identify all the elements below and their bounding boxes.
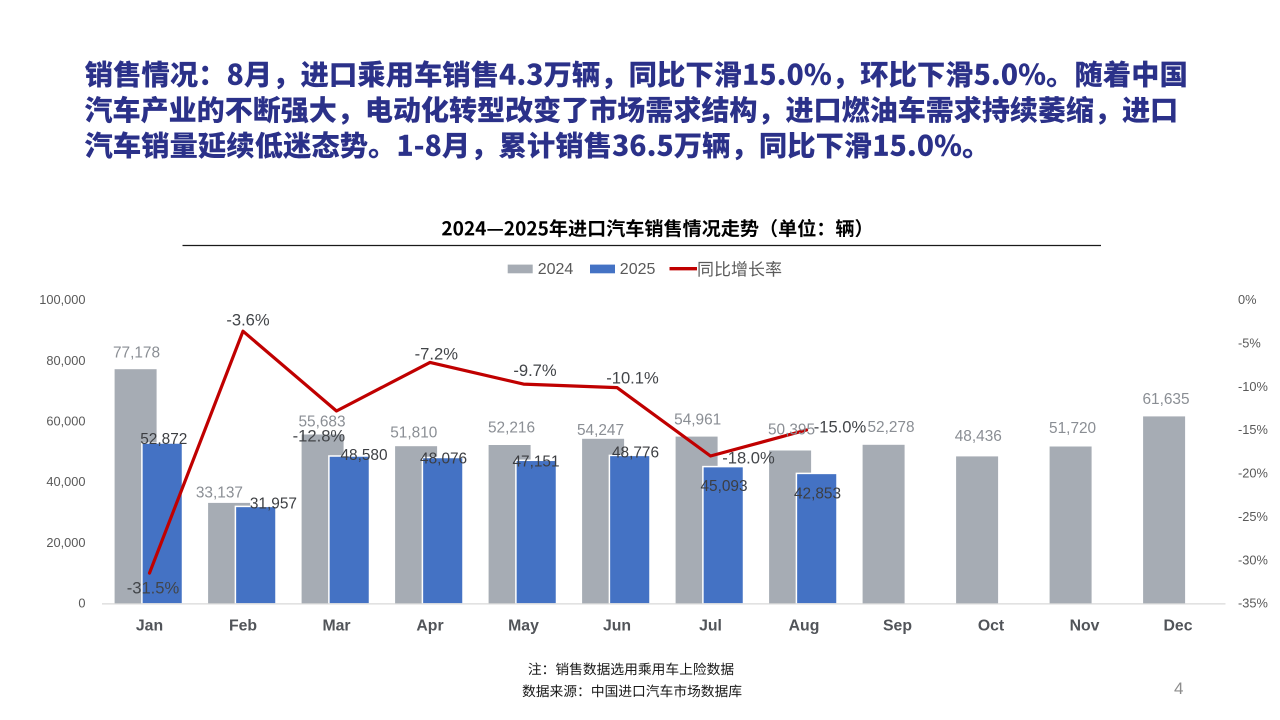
- svg-text:-10.1%: -10.1%: [606, 369, 659, 388]
- svg-text:61,635: 61,635: [1142, 391, 1189, 408]
- svg-text:-15.0%: -15.0%: [814, 418, 867, 437]
- svg-text:54,961: 54,961: [674, 411, 721, 428]
- svg-text:48,436: 48,436: [955, 428, 1002, 445]
- svg-text:-25%: -25%: [1238, 509, 1268, 524]
- svg-text:Sep: Sep: [883, 618, 912, 635]
- svg-text:-20%: -20%: [1238, 466, 1268, 481]
- svg-text:Feb: Feb: [229, 618, 257, 635]
- svg-text:Jan: Jan: [136, 618, 163, 635]
- svg-text:33,137: 33,137: [196, 484, 243, 501]
- svg-text:Aug: Aug: [789, 618, 820, 635]
- svg-text:-30%: -30%: [1238, 552, 1268, 567]
- svg-text:31,957: 31,957: [250, 495, 297, 512]
- svg-text:50,395: 50,395: [768, 422, 815, 439]
- svg-text:0: 0: [78, 596, 85, 611]
- svg-text:20,000: 20,000: [46, 535, 85, 550]
- svg-text:-15%: -15%: [1238, 422, 1268, 437]
- svg-text:48,776: 48,776: [612, 444, 659, 461]
- svg-text:Jul: Jul: [699, 618, 722, 635]
- svg-text:48,076: 48,076: [420, 450, 467, 467]
- svg-text:51,720: 51,720: [1049, 420, 1096, 437]
- svg-text:4: 4: [1174, 679, 1183, 698]
- svg-text:Jun: Jun: [603, 618, 631, 635]
- svg-text:100,000: 100,000: [39, 292, 85, 307]
- svg-text:-31.5%: -31.5%: [127, 579, 180, 598]
- svg-text:Dec: Dec: [1164, 618, 1193, 635]
- svg-text:42,853: 42,853: [794, 485, 841, 502]
- svg-text:51,810: 51,810: [390, 424, 437, 441]
- svg-text:55,683: 55,683: [298, 413, 345, 430]
- svg-text:80,000: 80,000: [46, 353, 85, 368]
- svg-text:Oct: Oct: [978, 618, 1005, 635]
- svg-text:Mar: Mar: [322, 618, 350, 635]
- svg-text:-18.0%: -18.0%: [722, 449, 775, 468]
- svg-text:Apr: Apr: [416, 618, 443, 635]
- svg-text:60,000: 60,000: [46, 414, 85, 429]
- svg-text:-35%: -35%: [1238, 596, 1268, 611]
- svg-text:52,216: 52,216: [488, 419, 535, 436]
- svg-text:-7.2%: -7.2%: [415, 344, 459, 363]
- svg-text:45,093: 45,093: [700, 478, 747, 495]
- svg-text:48,580: 48,580: [340, 447, 387, 464]
- svg-text:-3.6%: -3.6%: [226, 311, 270, 330]
- svg-text:52,278: 52,278: [867, 419, 914, 436]
- svg-text:-9.7%: -9.7%: [513, 361, 557, 380]
- svg-text:77,178: 77,178: [113, 344, 160, 361]
- svg-text:Nov: Nov: [1070, 618, 1100, 635]
- svg-text:-12.8%: -12.8%: [293, 427, 346, 446]
- svg-text:52,872: 52,872: [140, 431, 187, 448]
- svg-text:0%: 0%: [1238, 292, 1257, 307]
- svg-text:47,151: 47,151: [512, 453, 559, 470]
- svg-text:-5%: -5%: [1238, 336, 1261, 351]
- svg-text:-10%: -10%: [1238, 379, 1268, 394]
- svg-text:2024: 2024: [538, 261, 574, 278]
- svg-text:2025: 2025: [620, 261, 656, 278]
- svg-text:54,247: 54,247: [577, 422, 624, 439]
- svg-text:40,000: 40,000: [46, 474, 85, 489]
- svg-text:May: May: [508, 618, 539, 635]
